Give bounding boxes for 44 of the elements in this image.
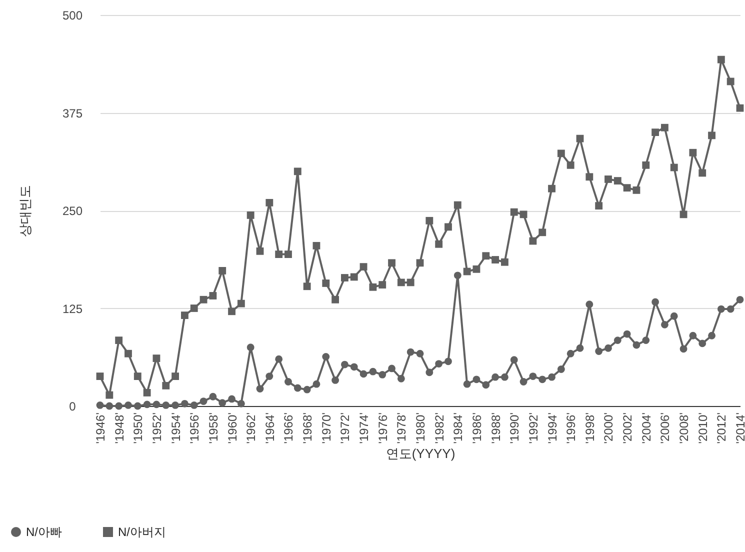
x-tick-label: '2010' — [696, 412, 710, 444]
x-tick-label: '2000' — [602, 412, 616, 444]
x-tick-label: '2008' — [677, 412, 692, 444]
x-tick-label: '1962' — [244, 412, 258, 444]
x-tick-label: '1946' — [94, 412, 108, 444]
legend-label: N/아빠 — [26, 525, 62, 539]
x-axis-title: 연도(YYYY) — [386, 446, 456, 461]
x-tick-label: '1976' — [376, 412, 390, 444]
x-tick-label: '1980' — [414, 412, 428, 444]
x-tick-label: '1954' — [168, 412, 183, 444]
legend-label: N/아버지 — [118, 525, 166, 539]
y-tick-label: 0 — [69, 400, 76, 414]
y-tick-label: 125 — [62, 302, 83, 316]
x-tick-label: '1958' — [206, 412, 220, 444]
x-tick-label: '2014' — [734, 412, 745, 444]
x-tick-label: '1972' — [338, 412, 352, 444]
x-tick-label: '1998' — [582, 412, 597, 444]
x-tick-label: '2004' — [639, 412, 654, 444]
x-tick-label: '2002' — [620, 412, 635, 444]
x-tick-label: '1966' — [282, 412, 296, 444]
x-tick-label: '1978' — [394, 412, 409, 444]
y-tick-label: 500 — [62, 8, 83, 22]
x-tick-label: '1968' — [300, 412, 315, 444]
x-tick-label: '1990' — [508, 412, 522, 444]
y-axis-title: 상대빈도 — [17, 185, 32, 237]
x-tick-label: '2006' — [658, 412, 672, 444]
x-tick-label: '1994' — [545, 412, 560, 444]
x-tick-label: '1964' — [262, 412, 277, 444]
y-tick-label: 250 — [62, 204, 83, 218]
x-tick-label: '2012' — [714, 412, 729, 444]
x-tick-label: '1982' — [432, 412, 446, 444]
x-tick-label: '1984' — [451, 412, 466, 444]
x-tick-label: '1986' — [470, 412, 484, 444]
x-tick-label: '1996' — [564, 412, 578, 444]
x-tick-label: '1960' — [225, 412, 240, 444]
x-tick-label: '1956' — [188, 412, 202, 444]
x-tick-label: '1952' — [150, 412, 164, 444]
x-tick-label: '1988' — [488, 412, 503, 444]
x-tick-label: '1970' — [319, 412, 334, 444]
x-tick-label: '1992' — [526, 412, 540, 444]
x-tick-label: '1950' — [131, 412, 146, 444]
x-tick-label: '1948' — [112, 412, 126, 444]
x-tick-label: '1974' — [357, 412, 372, 444]
y-tick-label: 375 — [62, 106, 83, 120]
